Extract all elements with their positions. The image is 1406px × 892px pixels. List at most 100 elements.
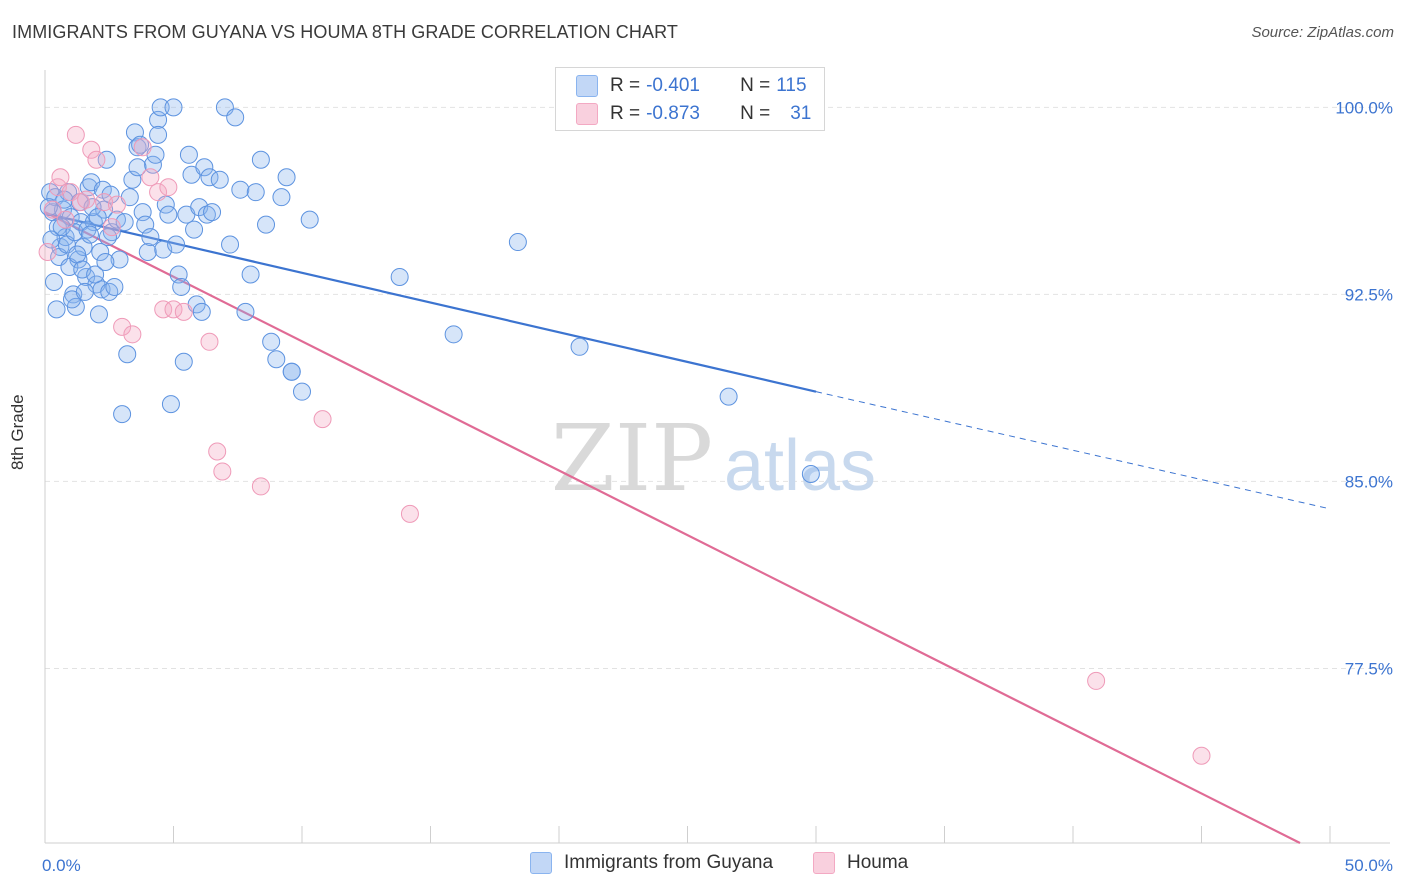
trend-line-guyana <box>44 212 817 393</box>
point-houma <box>174 302 193 321</box>
point-guyana <box>89 305 108 324</box>
point-guyana <box>131 135 150 154</box>
point-houma <box>71 193 90 212</box>
point-guyana <box>293 382 311 401</box>
point-houma <box>208 442 227 461</box>
legend-item-houma[interactable]: Houma <box>813 852 908 874</box>
legend-label-guyana: Immigrants from Guyana <box>564 852 774 873</box>
trend-line-guyana-extension <box>815 391 1331 510</box>
point-guyana <box>47 300 66 319</box>
watermark: ZIP atlas <box>551 405 876 512</box>
point-guyana <box>390 267 409 286</box>
y-tick-label: 77.5% <box>1345 659 1393 678</box>
trend-line-houma <box>44 211 1301 844</box>
point-guyana <box>86 265 105 284</box>
tick-labels: 100.0% 92.5% 85.0% 77.5% 0.0% 50.0% <box>42 98 1393 875</box>
point-houma <box>107 195 126 214</box>
point-houma <box>87 150 106 169</box>
trend-lines <box>44 211 1331 844</box>
point-guyana <box>101 185 120 204</box>
point-guyana <box>282 362 301 381</box>
point-houma <box>77 190 96 209</box>
point-guyana <box>68 245 87 264</box>
point-houma <box>66 125 85 144</box>
point-guyana <box>138 243 157 262</box>
chart-title: IMMIGRANTS FROM GUYANA VS HOUMA 8TH GRAD… <box>12 22 678 42</box>
legend-row-houma: R = -0.873 N = 31 <box>576 101 811 127</box>
point-houma <box>149 183 168 202</box>
point-guyana <box>444 325 463 344</box>
stats-legend: R = -0.401 N = 115 R = -0.873 N = 31 <box>555 67 825 131</box>
point-guyana <box>75 282 94 301</box>
point-houma <box>154 300 173 319</box>
point-guyana <box>231 180 250 199</box>
point-guyana <box>246 183 265 202</box>
source-label: Source: ZipAtlas.com <box>1251 24 1394 41</box>
y-tick-label: 100.0% <box>1335 98 1393 117</box>
point-guyana <box>105 277 124 296</box>
point-guyana <box>149 125 168 144</box>
legend-n-value: 115 <box>776 75 807 96</box>
point-guyana <box>185 220 204 239</box>
point-houma <box>123 325 142 344</box>
legend-r-label: R = <box>610 103 641 124</box>
point-guyana <box>110 250 129 269</box>
point-guyana <box>251 150 270 169</box>
point-guyana <box>203 203 222 222</box>
point-guyana <box>159 205 178 224</box>
data-points <box>38 98 1211 765</box>
legend-n-label: N = <box>740 103 771 124</box>
point-houma <box>56 210 75 229</box>
legend-swatch-houma <box>813 852 835 874</box>
point-guyana <box>262 332 281 351</box>
point-guyana <box>128 158 147 177</box>
point-guyana <box>801 464 820 483</box>
legend-row-guyana: R = -0.401 N = 115 <box>576 73 807 99</box>
point-guyana <box>257 215 276 234</box>
point-guyana <box>96 253 115 272</box>
legend-swatch-guyana <box>576 75 598 97</box>
point-guyana <box>172 277 191 296</box>
x-tick-label-min: 0.0% <box>42 856 81 875</box>
legend-n-label: N = <box>740 75 771 96</box>
legend-r-value: -0.401 <box>646 75 700 96</box>
point-guyana <box>151 98 170 117</box>
point-houma <box>1192 746 1211 765</box>
legend-n-value: 31 <box>790 103 812 124</box>
y-axis-label-text: 8th Grade <box>8 394 27 470</box>
point-guyana <box>167 235 186 254</box>
point-guyana <box>241 265 260 284</box>
point-guyana <box>44 272 63 291</box>
point-guyana <box>179 145 198 164</box>
point-guyana <box>83 198 102 217</box>
point-houma <box>82 140 101 159</box>
point-houma <box>213 462 232 481</box>
point-houma <box>1087 671 1106 690</box>
point-guyana <box>141 228 160 247</box>
point-houma <box>400 504 419 523</box>
point-guyana <box>221 235 240 254</box>
legend-swatch-guyana <box>530 852 552 874</box>
point-guyana <box>200 168 219 187</box>
point-houma <box>313 410 332 429</box>
point-guyana <box>97 150 116 169</box>
y-tick-label: 85.0% <box>1345 472 1393 491</box>
point-houma <box>102 218 121 237</box>
point-guyana <box>272 188 291 207</box>
legend-item-guyana[interactable]: Immigrants from Guyana <box>530 852 773 874</box>
point-guyana <box>226 108 245 127</box>
point-guyana <box>78 220 97 239</box>
series-legend: Immigrants from Guyana Houma <box>0 852 1406 878</box>
grid-lines <box>45 106 1390 669</box>
point-guyana <box>113 405 132 424</box>
watermark-atlas: atlas <box>724 426 876 506</box>
point-guyana <box>61 208 80 227</box>
point-houma <box>133 138 152 157</box>
point-guyana <box>210 170 229 189</box>
point-guyana <box>71 213 90 232</box>
point-guyana <box>91 243 110 262</box>
legend-swatch-houma <box>576 103 598 125</box>
point-guyana <box>80 225 99 244</box>
point-guyana <box>277 168 296 187</box>
